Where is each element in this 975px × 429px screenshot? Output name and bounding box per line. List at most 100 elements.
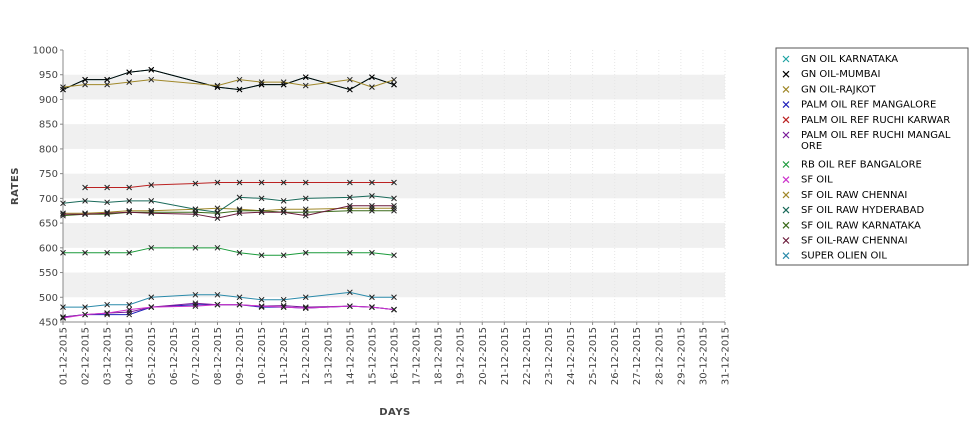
legend-item: SF OIL RAW CHENNAI bbox=[782, 190, 907, 201]
grid-band bbox=[63, 223, 725, 248]
data-point-marker bbox=[104, 249, 110, 256]
data-point-marker bbox=[391, 202, 397, 209]
data-point-marker bbox=[391, 306, 397, 313]
data-point-marker bbox=[148, 210, 155, 217]
x-tick-label: 28-12-2015 bbox=[654, 327, 665, 385]
data-point-marker bbox=[60, 84, 66, 90]
data-point-marker bbox=[104, 199, 110, 206]
data-point-marker bbox=[391, 195, 397, 202]
legend-item: PALM OIL REF MANGALORE bbox=[782, 100, 936, 111]
x-tick-label: 21-12-2015 bbox=[500, 327, 511, 385]
data-point-marker bbox=[104, 310, 110, 316]
legend-marker bbox=[782, 55, 790, 63]
series-7 bbox=[60, 301, 397, 321]
data-point-marker bbox=[148, 209, 155, 216]
data-point-marker bbox=[104, 184, 110, 191]
legend-label: SF OIL-RAW CHENNAI bbox=[801, 236, 908, 247]
data-point-marker bbox=[347, 303, 353, 310]
series-line bbox=[63, 205, 394, 219]
legend-label: GN OIL-MUMBAI bbox=[801, 69, 880, 80]
data-point-marker bbox=[347, 179, 353, 186]
data-point-marker bbox=[104, 211, 110, 218]
x-tick-label: 29-12-2015 bbox=[676, 327, 687, 385]
legend-marker bbox=[782, 221, 790, 229]
series-line bbox=[62, 210, 394, 217]
data-point-marker bbox=[347, 76, 353, 83]
data-point-marker bbox=[369, 249, 375, 256]
data-point-marker bbox=[369, 304, 375, 311]
x-tick-label: 22-12-2015 bbox=[522, 327, 533, 385]
data-point-marker bbox=[60, 200, 66, 207]
legend-label: SF OIL RAW KARNATAKA bbox=[801, 220, 921, 231]
data-point-marker bbox=[82, 304, 88, 311]
data-point-marker bbox=[258, 304, 265, 311]
data-point-marker bbox=[192, 211, 199, 218]
legend-marker bbox=[782, 252, 790, 260]
data-point-marker bbox=[214, 215, 221, 221]
data-point-marker bbox=[104, 81, 110, 88]
data-point-marker bbox=[126, 209, 133, 216]
data-point-marker bbox=[126, 69, 133, 76]
data-point-marker bbox=[60, 315, 66, 321]
data-point-marker bbox=[192, 291, 199, 298]
legend-marker bbox=[782, 101, 790, 109]
data-point-marker bbox=[192, 244, 199, 251]
data-point-marker bbox=[236, 179, 243, 186]
y-tick-label: 950 bbox=[39, 70, 58, 81]
x-tick-label: 01-12-2015 bbox=[59, 327, 70, 385]
data-point-marker bbox=[280, 209, 287, 216]
legend-label: SF OIL RAW CHENNAI bbox=[801, 190, 907, 201]
y-tick-label: 750 bbox=[39, 169, 58, 180]
x-axis-title: DAYS bbox=[379, 407, 411, 418]
y-tick-label: 700 bbox=[39, 194, 58, 205]
data-point-marker bbox=[347, 249, 353, 256]
legend-box bbox=[775, 47, 969, 266]
data-point-marker bbox=[280, 179, 287, 186]
series-4 bbox=[82, 179, 397, 191]
data-point-marker bbox=[258, 79, 265, 85]
data-point-marker bbox=[369, 294, 375, 301]
data-point-marker bbox=[104, 76, 110, 83]
y-tick-label: 650 bbox=[39, 219, 58, 230]
data-point-marker bbox=[126, 306, 133, 313]
legend-marker bbox=[782, 191, 790, 199]
legend-item: SUPER OLIEN OIL bbox=[782, 251, 887, 262]
data-point-marker bbox=[302, 212, 309, 219]
x-tick-label: 15-12-2015 bbox=[367, 327, 378, 385]
series-line bbox=[62, 304, 395, 319]
legend-marker bbox=[782, 116, 790, 124]
data-point-marker bbox=[192, 180, 199, 187]
x-tick-label: 02-12-2015 bbox=[81, 327, 92, 385]
data-point-marker bbox=[148, 304, 155, 311]
data-point-marker bbox=[214, 244, 221, 251]
y-tick-label: 800 bbox=[39, 144, 58, 155]
series-lines bbox=[60, 66, 397, 321]
data-point-marker bbox=[214, 209, 221, 216]
data-point-marker bbox=[391, 205, 397, 212]
data-point-marker bbox=[369, 205, 375, 212]
x-tick-label: 24-12-2015 bbox=[566, 327, 577, 385]
data-point-marker bbox=[369, 193, 375, 199]
y-tick-label: 600 bbox=[39, 243, 58, 254]
data-point-marker bbox=[104, 210, 110, 217]
y-tick-label: 1000 bbox=[33, 46, 58, 57]
data-point-marker bbox=[148, 182, 155, 188]
y-axis-ticks: 450 500 550 600 650 700 750 800 850 900 950 1000 bbox=[33, 46, 63, 329]
legend-item: RB OIL REF BANGALORE bbox=[782, 160, 922, 171]
data-point-marker bbox=[214, 301, 221, 308]
legend: GN OIL KARNATAKA GN OIL-MUMBAI GN OIL-RAJK… bbox=[775, 47, 969, 266]
legend-label: SF OIL RAW HYDERABAD bbox=[801, 205, 924, 216]
data-point-marker bbox=[347, 202, 353, 209]
legend-item: PALM OIL REF RUCHI MANGAL ORE bbox=[782, 130, 951, 152]
data-point-marker bbox=[60, 210, 66, 217]
x-axis-ticks: 01-12-2015 02-12-2015 03-12-2015 04-12-2015… bbox=[59, 322, 732, 385]
legend-label: PALM OIL REF RUCHI MANGAL ORE bbox=[801, 130, 951, 152]
data-point-marker bbox=[369, 207, 375, 214]
data-point-marker bbox=[214, 82, 221, 89]
x-tick-label: 10-12-2015 bbox=[257, 327, 268, 385]
legend-marker bbox=[782, 85, 790, 93]
x-tick-label: 13-12-2015 bbox=[323, 327, 334, 385]
data-point-marker bbox=[82, 249, 88, 256]
legend-marker bbox=[782, 176, 790, 184]
